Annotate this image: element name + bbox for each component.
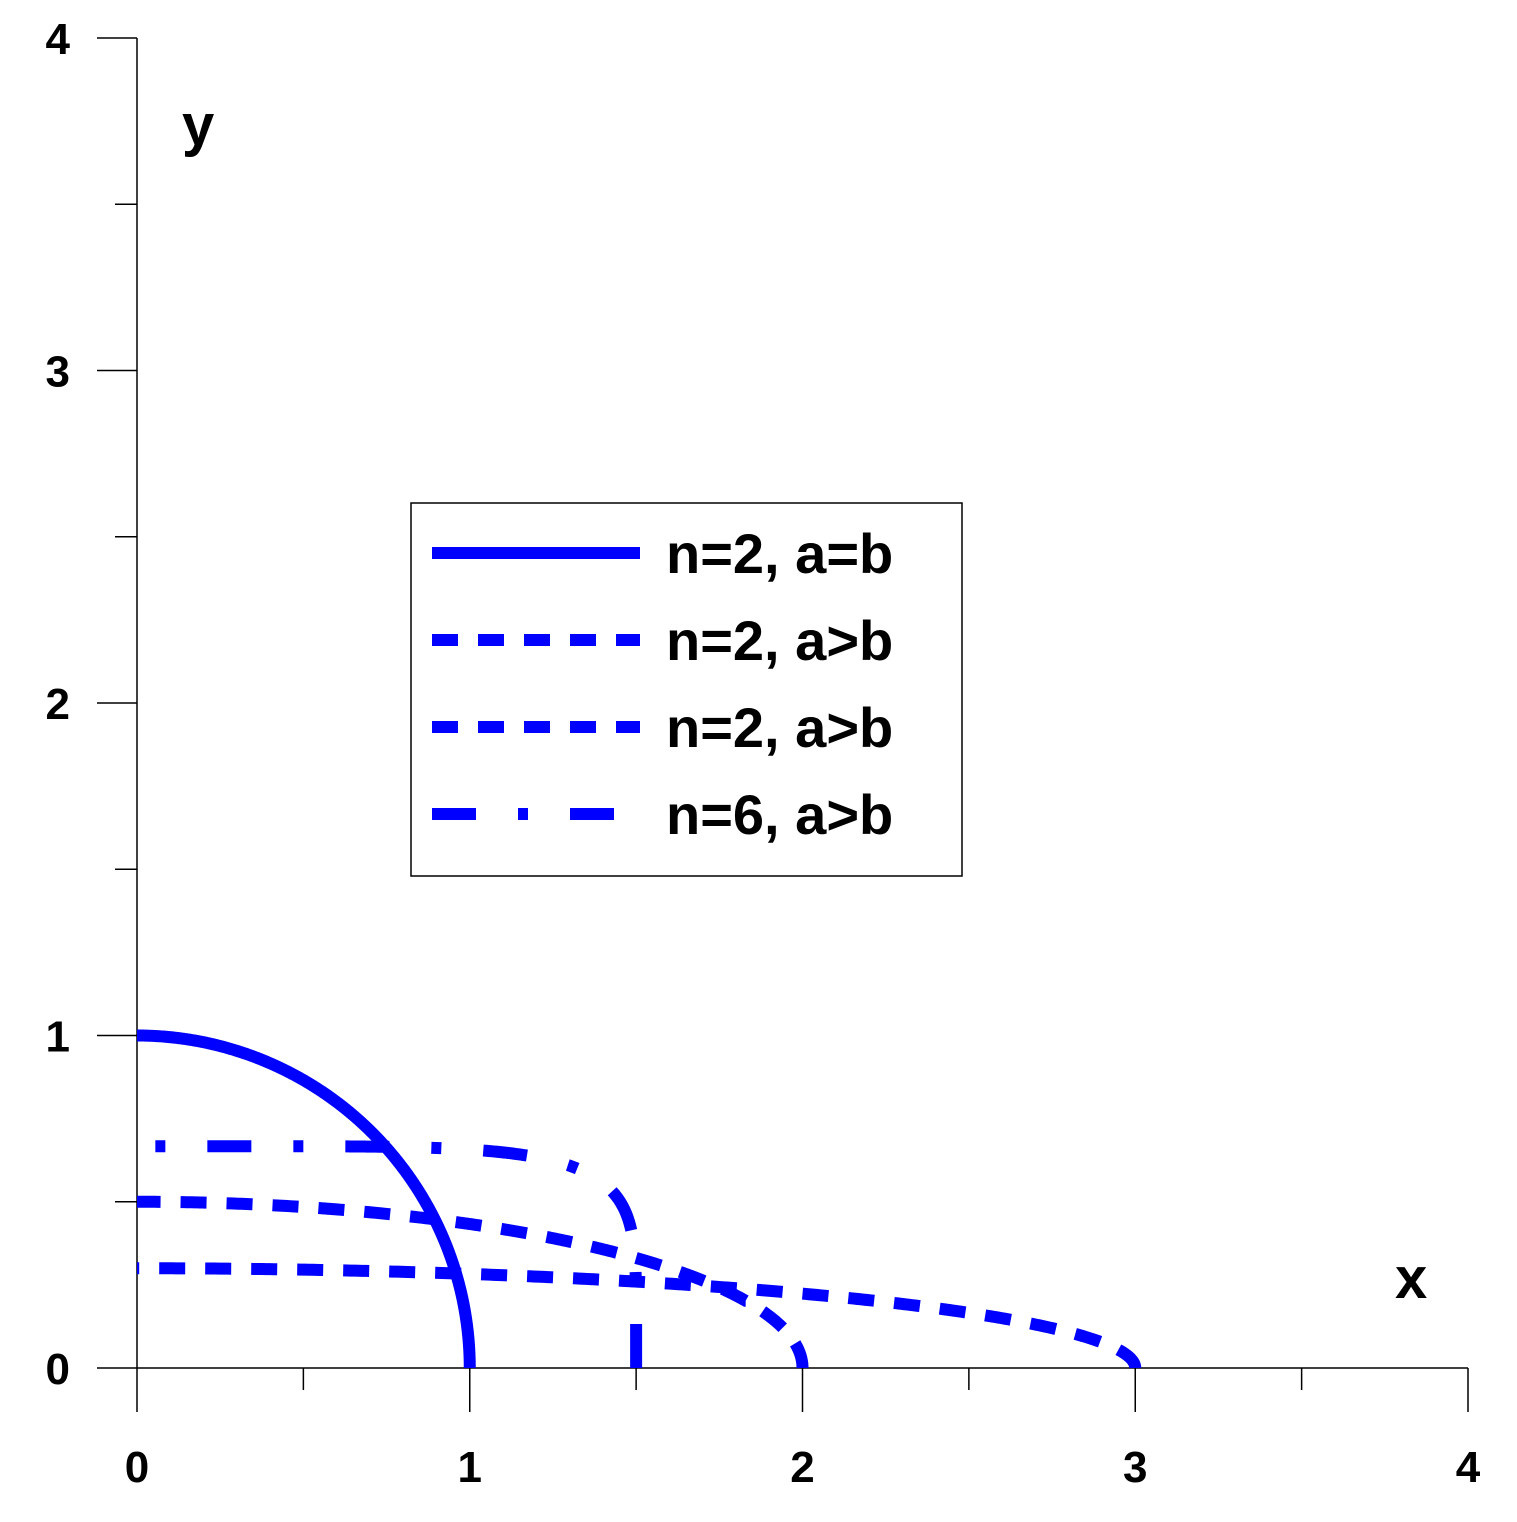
legend-box — [410, 502, 963, 877]
legend-label-2: n=2, a>b — [666, 609, 893, 672]
x-tick-label: 2 — [790, 1443, 814, 1492]
series-line-3 — [137, 1195, 809, 1369]
x-tick-label: 1 — [458, 1443, 482, 1492]
series-line-2 — [137, 1262, 1142, 1369]
y-tick-label: 3 — [46, 348, 70, 397]
series-line-4 — [137, 1140, 643, 1369]
x-tick-label: 3 — [1123, 1443, 1147, 1492]
axes: 0 1 2 3 4 0 1 2 3 4 — [46, 15, 1481, 1492]
plot-area — [137, 1029, 1142, 1369]
x-tick-label: 0 — [125, 1443, 149, 1492]
y-tick-label: 1 — [46, 1013, 70, 1062]
y-tick-label: 2 — [46, 680, 70, 729]
x-axis-label: x — [1395, 1246, 1427, 1311]
y-axis-label: y — [182, 93, 214, 158]
legend: n=2, a=b n=2, a>b n=2, a>b n=6, a>b — [410, 502, 963, 877]
legend-label-4: n=6, a>b — [666, 783, 893, 846]
y-tick-label: 0 — [46, 1345, 70, 1394]
legend-label-3: n=2, a>b — [666, 696, 893, 759]
series-line-1 — [137, 1029, 476, 1368]
legend-label-1: n=2, a=b — [666, 522, 893, 585]
x-tick-label: 4 — [1456, 1443, 1481, 1492]
y-tick-label: 4 — [46, 15, 71, 64]
